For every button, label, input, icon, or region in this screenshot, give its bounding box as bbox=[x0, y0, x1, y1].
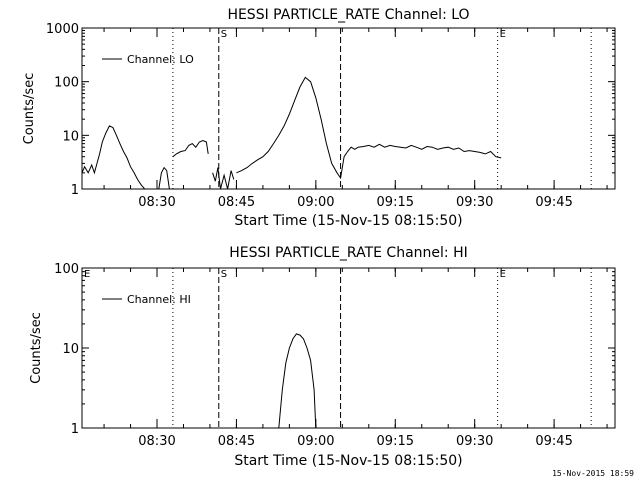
y-axis-label: Counts/sec bbox=[22, 73, 37, 145]
y-tick-label: 10 bbox=[62, 129, 79, 144]
chart-title: HESSI PARTICLE_RATE Channel: HI bbox=[229, 245, 467, 261]
x-tick-label: 09:00 bbox=[297, 434, 334, 449]
time-marker-label: E bbox=[500, 29, 506, 40]
legend-label: Channel: LO bbox=[127, 53, 194, 66]
series-line bbox=[172, 139, 209, 158]
time-marker-label: E bbox=[500, 269, 506, 280]
y-tick-label: 1000 bbox=[46, 22, 79, 37]
x-axis-label: Start Time (15-Nov-15 08:15:50) bbox=[234, 453, 462, 469]
y-tick-label: 100 bbox=[54, 262, 79, 277]
y-tick-label: 1 bbox=[71, 183, 79, 198]
x-tick-label: 08:30 bbox=[138, 434, 175, 449]
time-marker-label: S bbox=[221, 29, 227, 40]
series-line bbox=[236, 76, 502, 180]
time-marker-label: S bbox=[221, 269, 227, 280]
x-tick-label: 09:15 bbox=[377, 434, 414, 449]
y-tick-label: 1 bbox=[71, 422, 79, 437]
x-tick-label: 08:45 bbox=[218, 195, 255, 210]
y-tick-label: 10 bbox=[62, 342, 79, 357]
x-tick-label: 09:30 bbox=[456, 195, 493, 210]
plot-frame bbox=[81, 27, 616, 190]
series-line bbox=[278, 333, 317, 429]
time-marker-label: E bbox=[84, 269, 90, 280]
chart-panel-2: HESSI PARTICLE_RATE Channel: HI 1 10 100 08:… bbox=[29, 245, 616, 469]
series-line bbox=[81, 125, 148, 190]
x-tick-label: 08:45 bbox=[218, 434, 255, 449]
x-tick-label: 09:45 bbox=[535, 195, 572, 210]
chart-panel-1: HESSI PARTICLE_RATE Channel: LO 1 10 100 100… bbox=[22, 7, 616, 229]
x-tick-label: 09:15 bbox=[377, 195, 414, 210]
x-axis-label: Start Time (15-Nov-15 08:15:50) bbox=[234, 213, 462, 229]
legend-label: Channel: HI bbox=[127, 293, 191, 306]
x-tick-label: 09:45 bbox=[535, 434, 572, 449]
x-tick-label: 09:30 bbox=[456, 434, 493, 449]
y-tick-label: 100 bbox=[54, 76, 79, 91]
x-tick-label: 08:30 bbox=[138, 195, 175, 210]
series-line bbox=[158, 166, 170, 190]
series-line bbox=[212, 167, 235, 190]
y-axis-label: Counts/sec bbox=[29, 312, 44, 384]
footer-timestamp: 15-Nov-2015 18:59 bbox=[552, 469, 634, 478]
plot-frame bbox=[81, 267, 616, 429]
x-tick-label: 09:00 bbox=[297, 195, 334, 210]
chart-title: HESSI PARTICLE_RATE Channel: LO bbox=[227, 7, 469, 23]
